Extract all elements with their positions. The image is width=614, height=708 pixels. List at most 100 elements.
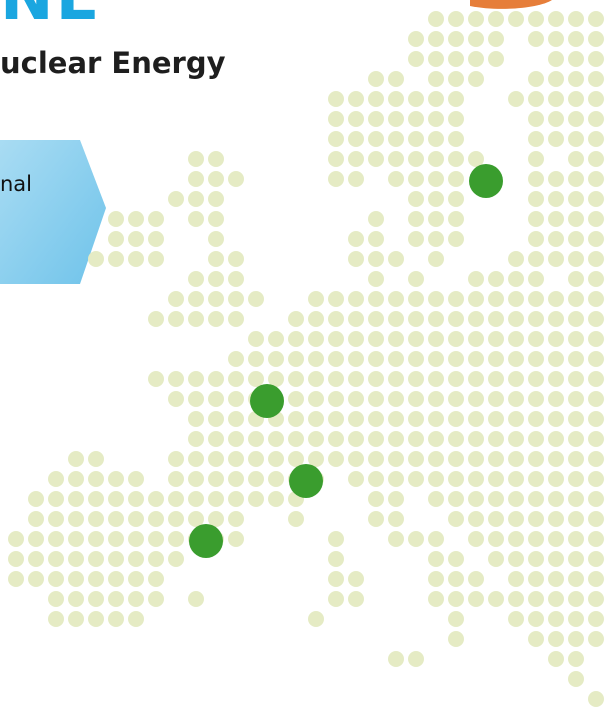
map-dot <box>548 511 564 527</box>
map-dot <box>548 111 564 127</box>
map-dot <box>268 491 284 507</box>
map-dot <box>488 591 504 607</box>
map-dot <box>508 531 524 547</box>
map-dot <box>568 611 584 627</box>
map-dot <box>548 591 564 607</box>
map-dot <box>108 531 124 547</box>
title: NE <box>0 0 101 30</box>
map-dot <box>368 151 384 167</box>
map-dot <box>448 111 464 127</box>
map-dot <box>48 511 64 527</box>
map-dot <box>528 491 544 507</box>
map-dot <box>368 291 384 307</box>
map-dot <box>588 551 604 567</box>
map-dot <box>208 231 224 247</box>
map-dot <box>408 471 424 487</box>
map-dot <box>368 351 384 367</box>
map-dot <box>488 291 504 307</box>
map-dot <box>388 451 404 467</box>
map-dot <box>428 311 444 327</box>
page: NE uclear Energy nal <box>0 0 614 708</box>
map-dot <box>248 291 264 307</box>
map-dot <box>548 31 564 47</box>
map-dot <box>408 191 424 207</box>
map-dot <box>208 311 224 327</box>
map-dot <box>368 311 384 327</box>
map-dot <box>488 271 504 287</box>
map-dot <box>188 311 204 327</box>
map-dot <box>568 191 584 207</box>
map-dot <box>88 591 104 607</box>
map-dot <box>148 571 164 587</box>
map-dot <box>408 51 424 67</box>
map-dot <box>548 431 564 447</box>
map-dot <box>148 211 164 227</box>
map-dot <box>428 291 444 307</box>
map-dot <box>228 271 244 287</box>
map-dot <box>388 411 404 427</box>
map-dot <box>148 531 164 547</box>
map-dot <box>528 531 544 547</box>
map-dot <box>128 211 144 227</box>
map-dot <box>448 311 464 327</box>
map-dot <box>468 271 484 287</box>
map-dot <box>508 311 524 327</box>
map-dot <box>48 491 64 507</box>
map-dot <box>488 311 504 327</box>
map-dot <box>568 91 584 107</box>
map-dot <box>48 611 64 627</box>
map-dot <box>388 351 404 367</box>
map-dot <box>488 551 504 567</box>
map-dot <box>108 211 124 227</box>
map-dot <box>588 51 604 67</box>
map-dot <box>528 231 544 247</box>
map-dot <box>268 451 284 467</box>
map-dot <box>348 291 364 307</box>
map-dot <box>208 171 224 187</box>
map-dot <box>108 251 124 267</box>
map-dot <box>408 171 424 187</box>
map-dot <box>468 511 484 527</box>
map-dot <box>528 251 544 267</box>
map-dot <box>468 371 484 387</box>
map-dot <box>448 211 464 227</box>
map-dot <box>588 491 604 507</box>
map-dot <box>88 451 104 467</box>
map-dot <box>268 471 284 487</box>
map-dot <box>88 491 104 507</box>
map-dot <box>168 551 184 567</box>
map-dot <box>568 671 584 687</box>
map-dot <box>188 451 204 467</box>
map-dot <box>568 331 584 347</box>
map-dot <box>428 531 444 547</box>
map-dot <box>548 371 564 387</box>
map-dot <box>188 191 204 207</box>
map-dot <box>568 651 584 667</box>
map-dot <box>88 251 104 267</box>
map-dot <box>408 411 424 427</box>
map-dot <box>368 391 384 407</box>
map-dot <box>348 351 364 367</box>
map-dot <box>288 311 304 327</box>
map-dot <box>568 371 584 387</box>
map-dot <box>488 351 504 367</box>
map-dot <box>168 391 184 407</box>
map-dot <box>308 391 324 407</box>
map-dot <box>468 331 484 347</box>
map-dot <box>48 531 64 547</box>
map-dot <box>568 591 584 607</box>
map-dot <box>508 391 524 407</box>
map-dot <box>328 551 344 567</box>
map-dot <box>548 631 564 647</box>
map-dot <box>548 311 564 327</box>
map-dot <box>488 511 504 527</box>
map-dot <box>128 591 144 607</box>
map-dot <box>588 391 604 407</box>
map-dot <box>428 471 444 487</box>
map-dot <box>508 431 524 447</box>
map-dot <box>248 471 264 487</box>
map-dot <box>188 371 204 387</box>
map-dot <box>448 511 464 527</box>
map-dot <box>328 311 344 327</box>
map-dot <box>568 131 584 147</box>
